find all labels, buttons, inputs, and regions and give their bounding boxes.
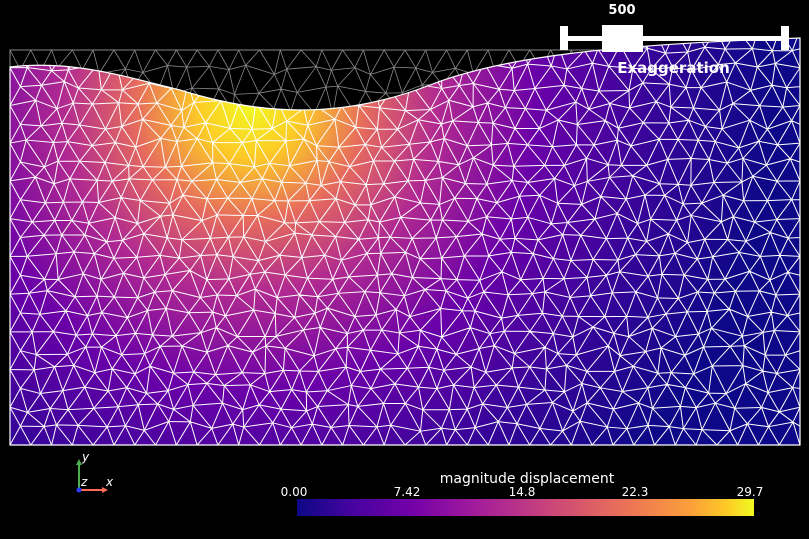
slider-right-cap xyxy=(781,26,789,50)
exaggeration-slider-title: Exaggeration xyxy=(617,59,730,77)
colorbar-tick: 22.3 xyxy=(621,485,649,499)
exaggeration-value: 500 xyxy=(608,3,636,18)
axis-label-z: z xyxy=(81,475,88,489)
colorbar xyxy=(297,499,754,516)
axis-label-x: x xyxy=(106,475,114,489)
colorbar-tick: 0.00 xyxy=(280,485,308,499)
colorbar-tick: 14.8 xyxy=(508,485,536,499)
mesh-outline xyxy=(9,37,801,446)
colorbar-title: magnitude displacement xyxy=(439,471,615,487)
axis-label-y: y xyxy=(82,450,90,464)
orientation-axes-widget xyxy=(76,459,108,493)
exaggeration-slider-track[interactable] xyxy=(563,36,787,41)
colorbar-tick: 29.7 xyxy=(736,485,764,499)
exaggeration-slider-handle[interactable] xyxy=(602,25,643,52)
slider-left-cap xyxy=(560,26,568,50)
deformed-mesh xyxy=(10,38,800,445)
colorbar-tick: 7.42 xyxy=(393,485,421,499)
